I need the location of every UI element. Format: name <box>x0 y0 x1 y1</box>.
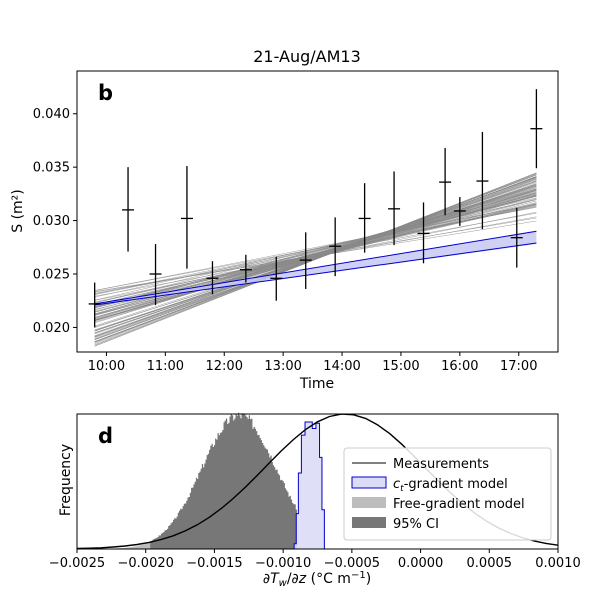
model-line <box>94 199 537 308</box>
ci-bars <box>150 412 297 549</box>
x-tick-label: −0.0020 <box>118 556 174 571</box>
y-tick-label: 0.030 <box>33 214 70 229</box>
band-mean-line <box>94 242 537 306</box>
ct-gradient-band <box>94 230 537 306</box>
legend-swatch-ci <box>352 517 386 528</box>
legend-label-ci: 95% CI <box>393 517 439 532</box>
model-line <box>94 200 537 315</box>
band-upper-line <box>94 230 537 305</box>
ct-gradient-histogram <box>293 421 325 550</box>
legend-swatch-free <box>352 497 386 508</box>
legend-label-ct-c: c <box>393 477 400 492</box>
x-tick-label: 0.0005 <box>467 556 513 571</box>
legend-frame <box>343 447 552 541</box>
y-tick-label: 0.040 <box>33 107 70 122</box>
x-tick-label: 13:00 <box>264 359 301 374</box>
legend-label-free: Free-gradient model <box>393 497 525 512</box>
x-tick-label: −0.0005 <box>324 556 380 571</box>
x-axis-d: −0.0025 −0.0020 −0.0015 −0.0010 −0.0005 0.000… <box>49 549 581 571</box>
model-line <box>94 182 537 332</box>
legend-label-ct: ct-gradient model <box>393 477 508 494</box>
model-line <box>94 174 537 343</box>
y-tick-label: 0.025 <box>33 268 70 283</box>
model-line <box>94 195 537 304</box>
x-tick-label: 0.0010 <box>535 556 581 571</box>
measurement-points <box>88 89 543 328</box>
ci-histogram <box>150 412 297 549</box>
model-line <box>94 178 537 340</box>
x-axis-label-b: Time <box>299 376 334 392</box>
y-axis-b: 0.020 0.025 0.030 0.035 0.040 <box>33 107 77 336</box>
panel-label-b: b <box>98 81 113 105</box>
x-axis-b: 10:00 11:00 12:00 13:00 14:00 15:00 16:00 17:00 <box>88 352 537 374</box>
y-tick-label: 0.035 <box>33 161 70 176</box>
x-tick-label: −0.0025 <box>49 556 105 571</box>
plot-frame-b <box>76 70 559 353</box>
model-line <box>94 192 537 316</box>
x-tick-label: −0.0010 <box>255 556 311 571</box>
y-axis-label-d: Frequency <box>58 444 74 516</box>
x-tick-label: 0.0000 <box>398 556 444 571</box>
x-tick-label: −0.0015 <box>186 556 242 571</box>
model-ensemble-lines <box>94 172 537 347</box>
x-axis-label-d: ∂Tw/∂z (°C m−1) <box>263 570 371 589</box>
legend-swatch-ct <box>351 476 387 489</box>
x-tick-label: 17:00 <box>500 359 537 374</box>
x-tick-label: 12:00 <box>206 359 243 374</box>
y-tick-label: 0.020 <box>33 321 70 336</box>
model-line <box>94 206 537 295</box>
panel-b: 10:00 11:00 12:00 13:00 14:00 15:00 16:00 17:00… <box>10 70 559 392</box>
plot-frame-d <box>76 413 559 550</box>
model-line <box>94 197 537 301</box>
x-tick-label: 10:00 <box>88 359 125 374</box>
legend-label-ct-sub: t <box>400 484 404 494</box>
chart-title: 21-Aug/AM13 <box>253 47 361 66</box>
x-tick-label: 11:00 <box>147 359 184 374</box>
y-axis-label-b: S (m²) <box>10 189 26 233</box>
legend-label-measurements: Measurements <box>393 457 489 472</box>
panel-d: −0.0025 −0.0020 −0.0015 −0.0010 −0.0005 0.000… <box>49 412 581 589</box>
legend: Measurements ct-gradient model Free-grad… <box>343 447 552 541</box>
ct-gradient-bars <box>293 421 325 550</box>
model-line <box>94 199 537 298</box>
model-line <box>94 173 537 346</box>
legend-label-ct-rest: -gradient model <box>404 477 508 492</box>
x-tick-label: 15:00 <box>382 359 419 374</box>
x-tick-label: 14:00 <box>323 359 360 374</box>
x-tick-label: 16:00 <box>441 359 478 374</box>
panel-label-d: d <box>98 424 113 448</box>
